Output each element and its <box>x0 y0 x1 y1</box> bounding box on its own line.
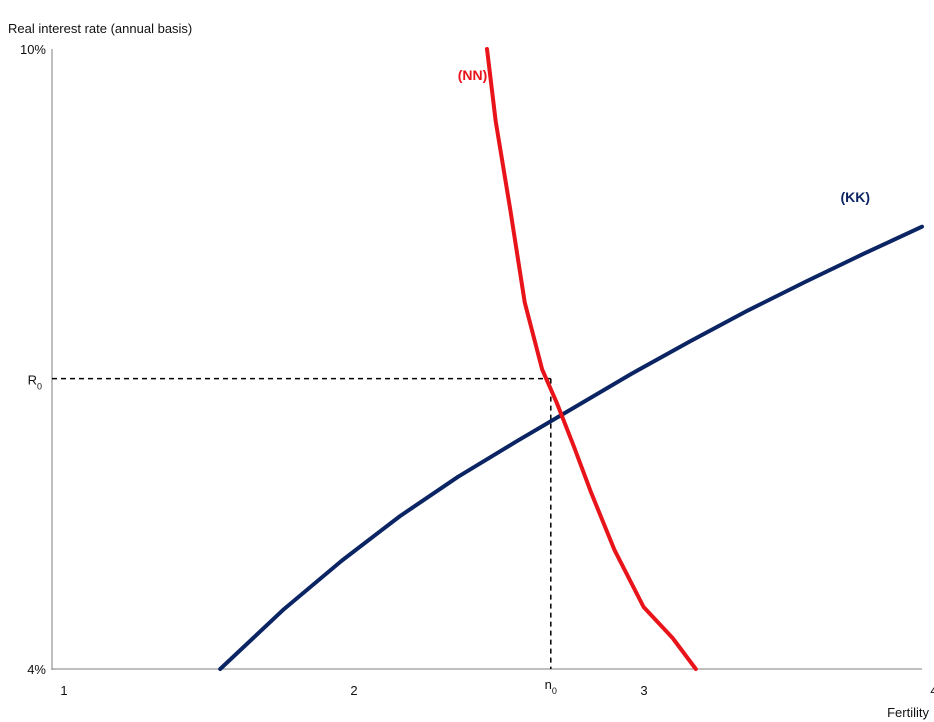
x-tick-label: 1 <box>60 683 67 698</box>
series-lines <box>218 47 924 671</box>
series-labels: (KK) (NN) <box>458 67 870 205</box>
y-tick-label: 10% <box>20 42 46 57</box>
y-tick-label: 4% <box>27 662 46 677</box>
axes <box>51 49 922 670</box>
equilibrium-guides: R0 n0 <box>28 373 557 696</box>
x-tick-label: 3 <box>640 683 647 698</box>
series-label-kk: (KK) <box>841 189 871 205</box>
x-axis-label: Fertility <box>887 705 929 720</box>
y-axis-label: Real interest rate (annual basis) <box>8 21 192 36</box>
tick-labels: 1 2 3 4 4% 10% <box>20 42 934 698</box>
x-tick-label: 2 <box>350 683 357 698</box>
series-label-nn: (NN) <box>458 67 488 83</box>
series-line-kk <box>218 224 924 671</box>
x-tick-label: 4 <box>930 683 934 698</box>
n0-label: n0 <box>545 677 557 696</box>
r0-label: R0 <box>28 373 42 392</box>
series-line-nn <box>485 47 698 671</box>
